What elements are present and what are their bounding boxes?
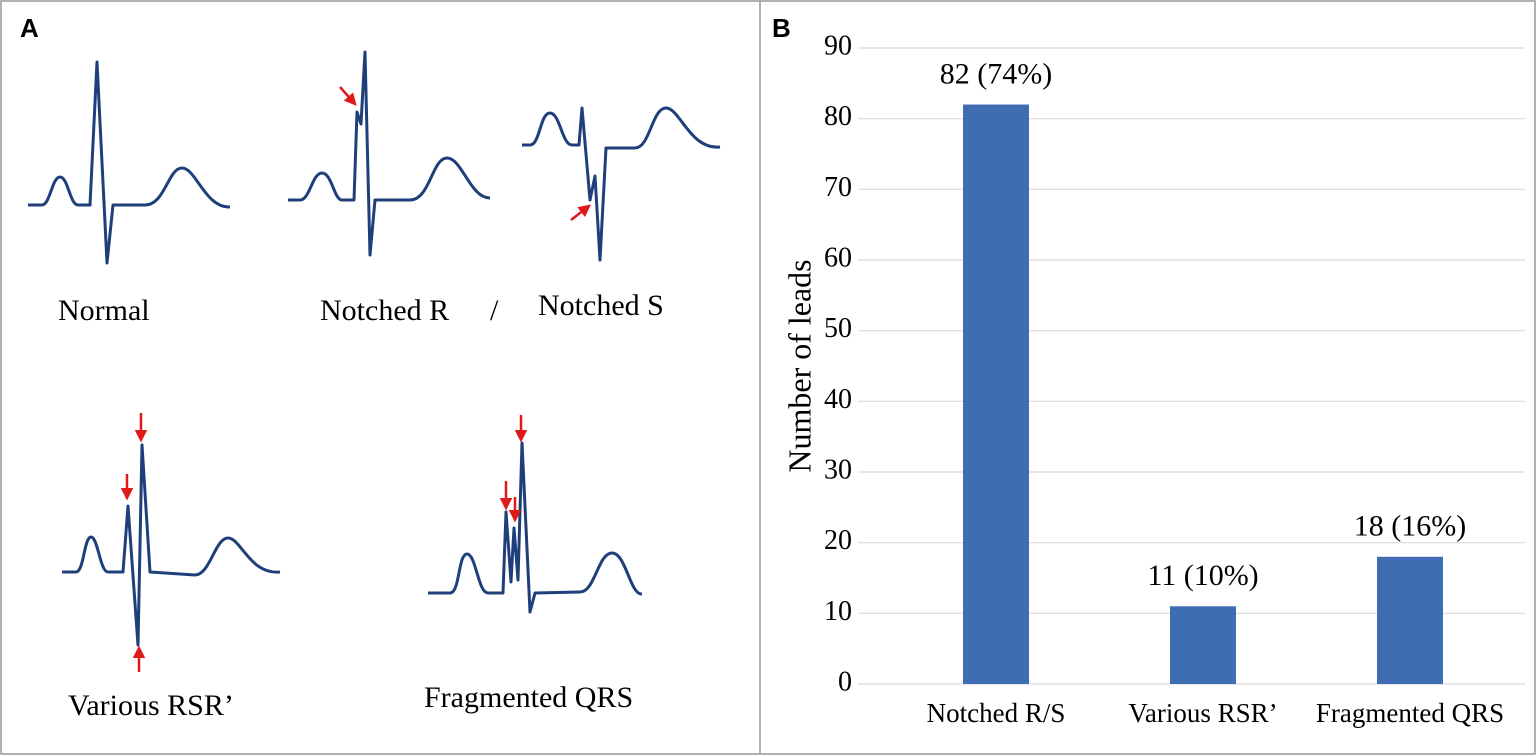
x-tick-label: Various RSR’: [1128, 698, 1277, 728]
y-tick-label: 50: [824, 313, 852, 344]
caption: Various RSR’: [68, 689, 234, 722]
data-label: 11 (10%): [1147, 559, 1258, 592]
y-tick-label: 80: [824, 101, 852, 132]
panel-a: A Normal Notched R / Notched S Various R…: [20, 13, 721, 722]
bar: [1170, 606, 1236, 684]
caption: Normal: [58, 294, 150, 327]
ecg-wave: [28, 60, 231, 265]
panel-label: A: [20, 13, 39, 43]
y-tick-label: 70: [824, 172, 852, 203]
ecg-wave: [62, 443, 281, 647]
arrow: [339, 86, 357, 106]
ecg-wave: [522, 106, 721, 262]
y-tick-label: 30: [824, 454, 852, 485]
panel-label: B: [772, 13, 791, 43]
bar: [963, 104, 1029, 685]
ecg-wave: [428, 441, 643, 614]
bar: [1377, 556, 1443, 684]
caption: Notched R: [320, 294, 449, 327]
caption: /: [490, 294, 499, 327]
y-tick-label: 90: [824, 30, 852, 61]
arrow: [570, 204, 591, 221]
y-tick-label: 0: [838, 666, 852, 697]
y-tick-label: 10: [824, 596, 852, 627]
y-axis-label: Number of leads: [781, 259, 817, 472]
x-tick-label: Notched R/S: [927, 698, 1066, 728]
caption: Notched S: [538, 289, 664, 322]
ecg-wave: [288, 50, 491, 257]
data-label: 82 (74%): [940, 57, 1052, 90]
x-tick-label: Fragmented QRS: [1316, 698, 1504, 728]
data-label: 18 (16%): [1354, 510, 1466, 543]
y-tick-label: 20: [824, 525, 852, 556]
y-tick-label: 40: [824, 384, 852, 415]
caption: Fragmented QRS: [424, 681, 633, 714]
y-tick-label: 60: [824, 242, 852, 273]
